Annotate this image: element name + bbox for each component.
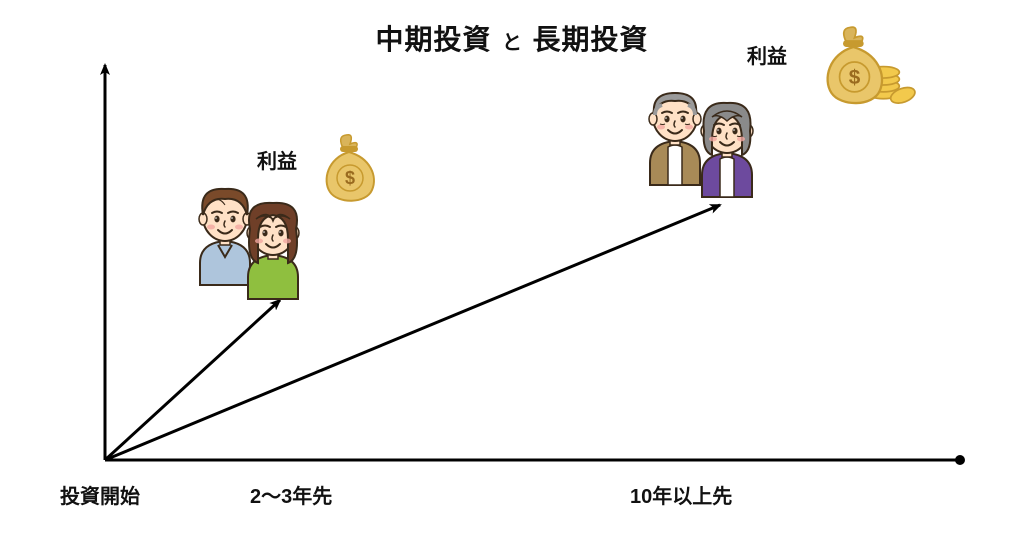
young-couple-illustration bbox=[199, 189, 299, 299]
svg-text:$: $ bbox=[345, 168, 355, 188]
chart-svg: $ $ bbox=[0, 0, 1024, 538]
x-label-start: 投資開始 bbox=[60, 480, 140, 509]
x-label-long: 10年以上先 bbox=[630, 480, 732, 509]
money-bag-icon-mid: $ bbox=[327, 135, 374, 201]
svg-text:$: $ bbox=[849, 66, 861, 89]
diagram-stage: 中期投資 と 長期投資 $ $ 投資開始 2～3年先 10年以上先 利益 利益 bbox=[0, 0, 1024, 538]
money-bag-icon-long: $ bbox=[828, 27, 917, 106]
growth-arrows bbox=[105, 205, 720, 460]
profit-label-mid: 利益 bbox=[257, 145, 297, 174]
elderly-couple-illustration bbox=[649, 93, 753, 197]
x-label-mid: 2～3年先 bbox=[250, 480, 332, 509]
profit-label-long: 利益 bbox=[747, 40, 787, 69]
